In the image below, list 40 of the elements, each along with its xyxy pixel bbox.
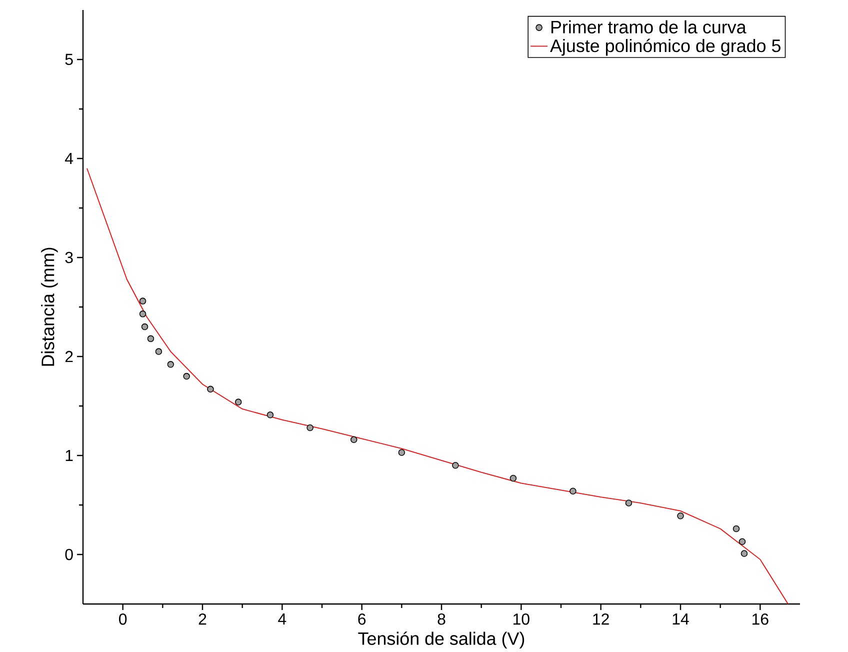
point: [306, 424, 314, 432]
x-tick-label: 2: [198, 614, 206, 625]
point: [155, 348, 162, 355]
y-tick-label: 1: [66, 450, 73, 462]
x-tick-label: 6: [358, 614, 366, 625]
point: [398, 449, 406, 456]
y-tick-label: 2: [65, 351, 73, 362]
point: [141, 323, 148, 330]
x-tick-label: 14: [672, 614, 689, 625]
point: [207, 386, 214, 393]
x-tick-label: 16: [752, 614, 768, 625]
y-tick-label: 5: [65, 54, 73, 66]
y-tick-label: 4: [65, 153, 74, 164]
x-axis-title: Tensión de salida (V): [358, 632, 524, 649]
point: [139, 298, 146, 305]
x-tick-label: 0: [119, 614, 127, 625]
x-tick-label: 8: [438, 614, 446, 625]
point: [677, 512, 684, 520]
y-tick-label: 3: [65, 252, 73, 264]
x-tick-label: 12: [593, 614, 609, 625]
point: [740, 550, 748, 557]
point: [183, 372, 190, 380]
point: [266, 412, 274, 418]
legend-label: Ajuste polinómico de grado 5: [550, 38, 780, 56]
point: [167, 361, 174, 368]
x-tick-label: 4: [278, 614, 286, 625]
point: [570, 488, 576, 495]
y-axis-title: Distancia (mm): [41, 248, 58, 366]
point: [350, 436, 358, 444]
point: [452, 462, 459, 469]
point: [732, 525, 740, 532]
point: [510, 474, 517, 482]
point: [234, 398, 242, 406]
point: [625, 500, 632, 506]
point: [738, 538, 746, 546]
legend-label: Primer tramo de la curva: [551, 20, 746, 34]
point: [147, 335, 154, 342]
y-tick-label: 0: [65, 548, 73, 560]
point: [139, 310, 146, 318]
x-tick-label: 10: [514, 614, 530, 625]
